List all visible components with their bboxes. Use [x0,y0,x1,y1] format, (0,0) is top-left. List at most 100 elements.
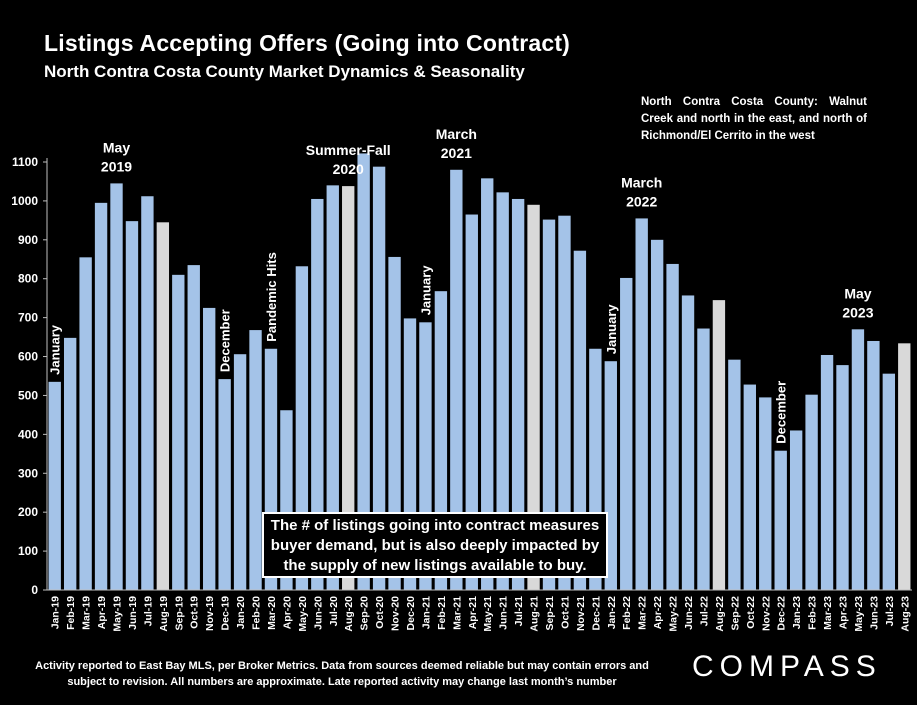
x-tick-label: Mar-23 [822,596,834,630]
bar-oct-22 [743,384,756,590]
y-tick-label: 1000 [11,194,38,208]
annotation-label: March 2021 [436,126,477,161]
bar-mar-19 [79,257,92,590]
x-tick-label: Jan-23 [791,596,803,629]
bars [48,153,911,591]
chart-subtitle: North Contra Costa County Market Dynamic… [44,62,525,81]
x-tick-label: Jan-20 [235,596,247,629]
bar-feb-23 [805,394,818,590]
x-tick-label: Nov-20 [390,596,402,631]
annotation-label: December [774,381,789,444]
x-tick-label: Sep-22 [729,596,741,631]
bar-jul-20 [326,185,339,590]
y-tick-label: 900 [18,233,38,247]
bar-jan-20 [233,354,247,590]
bar-oct-21 [558,215,571,590]
bar-jul-22 [697,328,710,590]
bar-sep-19 [172,274,185,590]
x-tick-label: Sep-21 [544,596,556,631]
footer-disclaimer: Activity reported to East Bay MLS, per B… [35,660,649,688]
bar-jan-23 [789,430,803,590]
bar-apr-22 [650,239,664,590]
x-tick-label: Nov-21 [575,596,587,631]
bar-jun-21 [496,192,509,590]
x-axis: Jan-19 Feb-19 Mar-19 Apr-19 May-19 Jun-19 Jul-… [47,589,912,632]
x-tick-label: Dec-21 [590,596,602,631]
x-tick-label: Oct-19 [189,596,201,629]
bar-feb-19 [63,337,77,590]
annotation-label: March 2022 [621,174,662,209]
y-tick-label: 800 [18,272,38,286]
y-tick-label: 400 [18,427,38,441]
bar-sep-20 [357,153,370,590]
x-tick-label: Dec-19 [220,596,232,631]
bar-aug-22 [712,300,726,590]
bar-mar-22 [635,218,648,591]
bar-jan-19 [48,381,61,590]
bar-apr-23 [836,365,849,590]
x-tick-label: May-22 [668,596,680,632]
x-tick-label: May-19 [112,596,124,632]
x-tick-label: Feb-22 [621,596,633,630]
x-tick-label: Mar-21 [451,596,463,630]
bar-oct-20 [372,166,386,591]
x-tick-label: Feb-20 [251,596,263,630]
chart-title: Listings Accepting Offers (Going into Co… [44,30,571,56]
y-tick-label: 100 [18,544,38,558]
bar-dec-19 [218,379,231,590]
x-tick-label: Jan-19 [50,596,62,629]
y-tick-label: 1100 [12,155,38,169]
x-tick-label: Feb-21 [436,596,448,630]
bar-dec-22 [774,450,787,590]
x-tick-label: Jul-19 [142,596,154,627]
x-tick-label: Apr-19 [96,596,108,629]
callout-box: The # of listings going into contract me… [262,512,608,578]
x-tick-label: May-20 [297,596,309,632]
y-tick-label: 200 [18,505,38,519]
x-tick-label: Jul-22 [698,596,710,627]
x-tick-label: Jun-21 [498,596,510,630]
x-tick-label: Jun-23 [868,596,880,630]
x-tick-label: Jul-23 [884,596,896,627]
x-tick-label: Apr-21 [467,596,479,629]
x-tick-label: Oct-21 [559,596,571,629]
x-tick-label: Oct-22 [745,596,757,629]
bar-sep-22 [728,359,741,590]
bar-mar-23 [820,354,834,590]
y-tick-label: 500 [18,388,38,402]
x-tick-label: Aug-23 [899,596,911,632]
bar-may-21 [481,178,494,590]
bar-aug-23 [898,343,911,590]
x-tick-label: May-21 [482,596,494,632]
bar-may-20 [295,266,309,590]
x-tick-label: Nov-22 [760,596,772,631]
y-tick-label: 0 [31,583,38,597]
x-tick-label: Aug-19 [158,596,170,632]
x-tick-label: Jul-21 [513,596,525,627]
bar-may-22 [666,263,679,590]
x-tick-label: Feb-23 [807,596,819,630]
y-tick-label: 300 [18,466,38,480]
x-tick-label: Mar-19 [81,596,93,630]
x-tick-label: Aug-22 [714,596,726,632]
annotations: January May 2019 December Pandemic Hits Summe… [48,126,874,444]
bar-aug-19 [156,222,170,590]
bar-feb-22 [620,277,633,590]
y-tick-label: 600 [18,350,38,364]
region-note: North Contra Costa County: Walnut Creek … [641,96,867,142]
x-tick-label: Sep-20 [359,596,371,631]
bar-may-23 [851,329,865,590]
x-tick-label: Jan-22 [606,596,618,629]
annotation-label: January [604,304,619,355]
x-tick-label: Oct-20 [374,596,386,629]
bar-mar-21 [450,169,463,590]
bar-nov-20 [388,256,401,590]
bar-apr-19 [94,202,108,590]
annotation-label: May 2019 [101,139,132,174]
bar-sep-21 [542,219,556,590]
bar-jul-19 [141,196,154,591]
x-tick-label: Jan-21 [420,596,432,629]
bar-jun-23 [867,340,880,590]
x-tick-label: Jun-20 [312,596,324,630]
